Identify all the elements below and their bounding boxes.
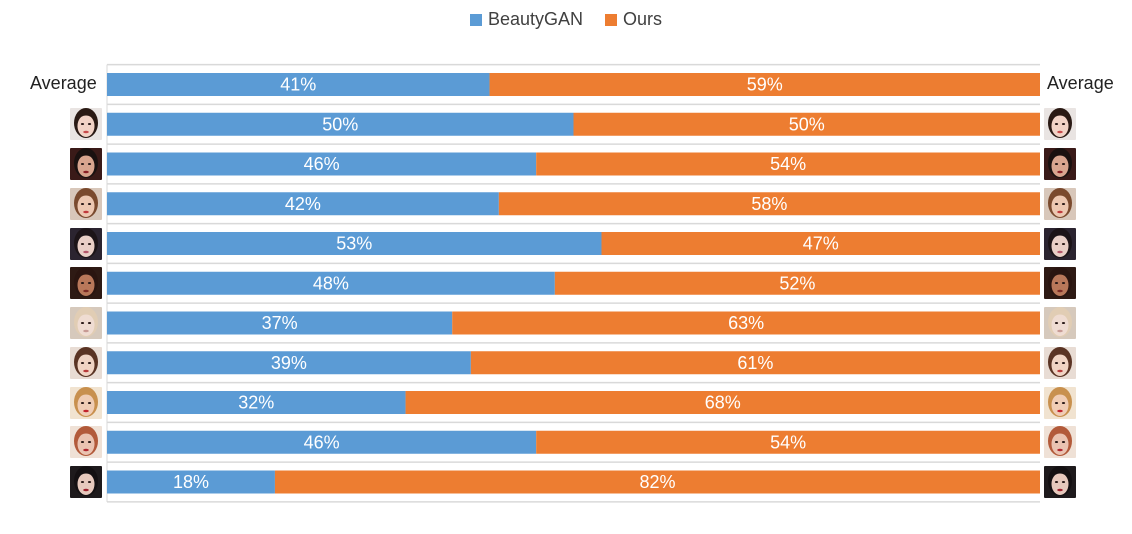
- face-thumbnail-left: [70, 108, 102, 141]
- data-label-ours: 58%: [751, 194, 787, 214]
- bar-beautygan: [107, 112, 574, 136]
- legend-item-beautygan: BeautyGAN: [469, 9, 584, 30]
- data-label-ours: 50%: [789, 114, 825, 134]
- bar-ours: [489, 73, 1040, 96]
- data-label-ours: 61%: [737, 353, 773, 373]
- bar-beautygan: [107, 271, 555, 295]
- face-thumbnail-left: [70, 227, 102, 260]
- legend-item-ours: Ours: [605, 9, 662, 30]
- face-thumbnail-left: [70, 267, 102, 300]
- data-label-beautygan: 41%: [280, 75, 316, 95]
- bar-beautygan: [107, 192, 499, 216]
- data-label-beautygan: 39%: [271, 353, 307, 373]
- bar-beautygan: [107, 391, 406, 414]
- bar-ours: [536, 430, 1040, 454]
- face-thumbnail-left: [70, 426, 102, 459]
- bar-ours: [536, 152, 1040, 176]
- bar-ours: [498, 192, 1040, 216]
- face-thumbnail-left: [70, 466, 102, 498]
- bar-beautygan: [107, 152, 537, 176]
- face-thumbnail-right: [1044, 187, 1076, 220]
- data-label-beautygan: 32%: [238, 393, 274, 413]
- data-label-beautygan: 42%: [285, 194, 321, 214]
- left-average-label: Average: [30, 73, 97, 93]
- face-thumbnail-right: [1044, 148, 1076, 180]
- face-thumbnail-right: [1044, 108, 1076, 141]
- legend-swatch-ours: [605, 13, 618, 26]
- face-thumbnail-right: [1044, 466, 1076, 498]
- face-thumbnail-right: [1044, 346, 1076, 379]
- bar-ours: [470, 351, 1040, 375]
- data-label-beautygan: 46%: [304, 432, 340, 452]
- data-label-ours: 63%: [728, 313, 764, 333]
- data-label-beautygan: 48%: [313, 273, 349, 293]
- data-label-ours: 68%: [705, 393, 741, 413]
- bar-beautygan: [107, 430, 537, 454]
- face-thumbnail-left: [70, 307, 102, 339]
- face-thumbnail-right: [1044, 267, 1076, 300]
- bar-beautygan: [107, 232, 602, 255]
- legend-label-ours: Ours: [623, 9, 663, 29]
- bar-beautygan: [107, 73, 490, 96]
- face-thumbnail-right: [1044, 227, 1076, 260]
- data-label-ours: 47%: [803, 234, 839, 254]
- data-label-ours: 54%: [770, 154, 806, 174]
- bar-beautygan: [107, 351, 471, 375]
- face-thumbnail-left: [70, 346, 102, 379]
- legend: BeautyGAN Ours: [0, 9, 1132, 30]
- bar-beautygan: [107, 470, 275, 494]
- face-thumbnail-right: [1044, 426, 1076, 459]
- data-label-beautygan: 53%: [336, 234, 372, 254]
- data-label-beautygan: 37%: [262, 313, 298, 333]
- data-label-beautygan: 50%: [322, 114, 358, 134]
- data-label-ours: 52%: [779, 273, 815, 293]
- bar-ours: [452, 311, 1041, 335]
- legend-label-beautygan: BeautyGAN: [487, 9, 584, 29]
- face-thumbnail-left: [70, 148, 102, 180]
- bar-ours: [601, 232, 1040, 255]
- data-label-beautygan: 46%: [304, 154, 340, 174]
- face-thumbnail-right: [1044, 386, 1076, 419]
- right-average-label: Average: [1047, 73, 1114, 93]
- bar-ours: [405, 391, 1040, 414]
- legend-swatch-beautygan: [469, 13, 482, 26]
- face-thumbnail-left: [70, 187, 102, 220]
- bar-ours: [573, 112, 1040, 136]
- data-label-beautygan: 18%: [173, 472, 209, 492]
- data-label-ours: 54%: [770, 432, 806, 452]
- data-label-ours: 82%: [639, 472, 675, 492]
- bar-ours: [274, 470, 1040, 494]
- bar-beautygan: [107, 311, 453, 335]
- face-thumbnail-left: [70, 386, 102, 419]
- data-label-ours: 59%: [747, 75, 783, 95]
- bar-ours: [554, 271, 1040, 295]
- face-thumbnail-right: [1044, 307, 1076, 339]
